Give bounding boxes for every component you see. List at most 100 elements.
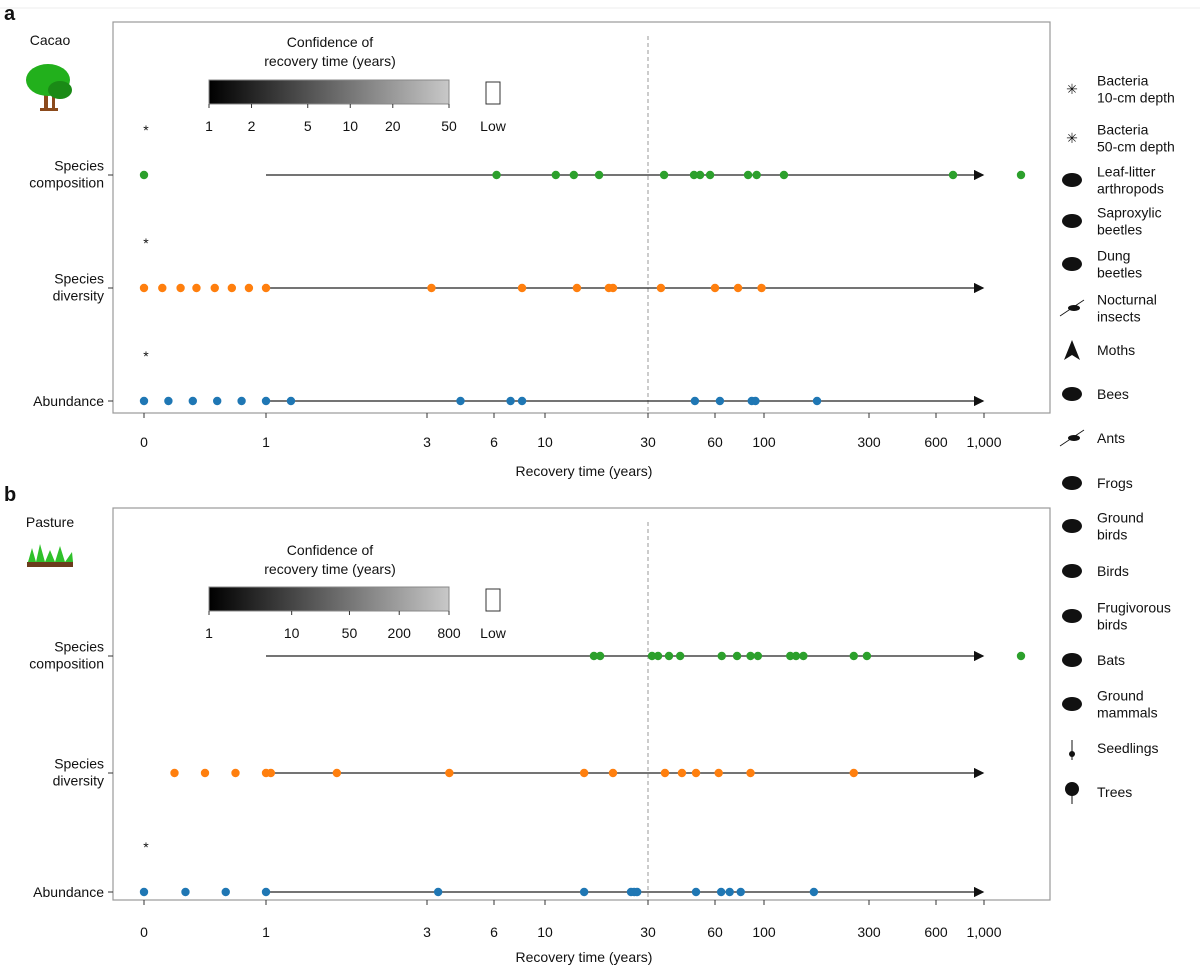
legend-label: 50-cm depth	[1097, 139, 1175, 155]
recovery-point	[751, 396, 760, 406]
legend-label: beetles	[1097, 265, 1142, 281]
recovery-point	[677, 768, 687, 778]
legend-label: birds	[1097, 617, 1127, 633]
colorbar-tick-label: 1	[205, 118, 213, 134]
colorbar-title: recovery time (years)	[264, 561, 395, 577]
ground-mammal-icon	[1062, 697, 1082, 711]
row-label: Abundance	[33, 393, 104, 409]
recovery-point	[266, 768, 276, 778]
recovery-point	[691, 768, 701, 778]
recovery-point	[736, 887, 745, 897]
colorbar-tick-label: 20	[385, 118, 401, 134]
recovery-point	[743, 170, 753, 180]
low-confidence-label: Low	[480, 118, 507, 134]
recovery-point	[579, 887, 589, 897]
colorbar-tick-label: 10	[342, 118, 358, 134]
asterisk-marker: *	[143, 839, 149, 855]
panel-letter: b	[4, 484, 16, 506]
dung-beetle-icon	[1062, 257, 1082, 271]
low-confidence-label: Low	[480, 625, 507, 641]
svg-text:✳: ✳	[1066, 130, 1078, 146]
recovery-point	[608, 768, 618, 778]
x-tick-label: 30	[640, 434, 656, 450]
row-label: Species	[54, 271, 104, 287]
legend-item: Trees	[1065, 782, 1132, 804]
legend-item: Frogs	[1062, 475, 1133, 491]
recovery-point	[717, 651, 726, 661]
recovery-point	[244, 283, 254, 293]
legend-label: Nocturnal	[1097, 292, 1157, 308]
bacteria-50cm-icon: ✳	[1066, 130, 1078, 146]
recovery-point	[164, 396, 173, 406]
x-tick-label: 10	[537, 924, 553, 940]
x-tick-label: 300	[857, 924, 881, 940]
pasture-grass-icon	[27, 544, 73, 567]
recovery-point	[181, 887, 190, 897]
x-axis: 0 1 3 6 10 30 60 100 300 600 1,000 Recovery time (y…	[140, 413, 1002, 479]
x-tick-label: 600	[924, 434, 948, 450]
colorbar-tick-label: 800	[437, 625, 461, 641]
row-label: Species	[54, 756, 104, 772]
row-label: Species	[54, 158, 104, 174]
legend-label: Leaf-litter	[1097, 164, 1156, 180]
recovery-point	[572, 283, 582, 293]
legend-label: Frogs	[1097, 475, 1133, 491]
recovery-point	[213, 396, 222, 406]
tree-icon	[1065, 782, 1079, 804]
legend-item: Moths	[1064, 340, 1135, 360]
recovery-point	[791, 651, 801, 661]
recovery-point	[809, 887, 819, 897]
recovery-point	[569, 170, 579, 180]
legend-label: Bees	[1097, 386, 1129, 402]
legend-label: Frugivorous	[1097, 600, 1171, 616]
plot-frame	[112, 507, 1051, 901]
recovery-point	[849, 768, 858, 778]
x-tick-label: 1	[262, 924, 270, 940]
moth-icon	[1064, 340, 1080, 360]
recovery-point	[227, 283, 237, 293]
not-recovered-point	[1016, 170, 1026, 180]
panel-b: b Pasture Confidence of recovery time (year…	[4, 484, 1051, 965]
cacao-tree-icon	[26, 64, 72, 111]
legend-item: Ants	[1059, 429, 1125, 447]
colorbar-gradient	[208, 79, 450, 105]
leaf-litter-arthropod-icon	[1062, 173, 1082, 187]
legend-label: Ground	[1097, 688, 1144, 704]
recovery-point	[752, 170, 761, 180]
plot-frame	[112, 21, 1051, 414]
x-tick-label: 1,000	[966, 924, 1001, 940]
recovery-point	[221, 887, 230, 897]
x-axis-label: Recovery time (years)	[516, 949, 653, 965]
recovery-point	[210, 283, 219, 293]
not-recovered-point	[1016, 651, 1026, 661]
recovery-point	[664, 651, 674, 661]
x-tick-label: 1	[262, 434, 270, 450]
legend-label: Bats	[1097, 652, 1125, 668]
recovery-point	[653, 651, 663, 661]
x-tick-label: 10	[537, 434, 553, 450]
frugivorous-bird-icon	[1062, 609, 1082, 623]
bat-icon	[1062, 653, 1082, 667]
x-axis: 0 1 3 6 10 30 60 100 300 600 1,000 Recovery time (y…	[140, 900, 1002, 965]
row-label: composition	[29, 656, 104, 672]
legend-label: birds	[1097, 527, 1127, 543]
x-tick-label: 6	[490, 434, 498, 450]
land-use-label: Cacao	[30, 32, 71, 48]
x-tick-label: 60	[707, 924, 723, 940]
colorbar-gradient	[208, 586, 450, 612]
recovery-point	[433, 887, 443, 897]
x-tick-label: 60	[707, 434, 723, 450]
recovery-point	[139, 396, 149, 406]
recovery-point	[675, 651, 685, 661]
colorbar-tick-label: 50	[441, 118, 457, 134]
